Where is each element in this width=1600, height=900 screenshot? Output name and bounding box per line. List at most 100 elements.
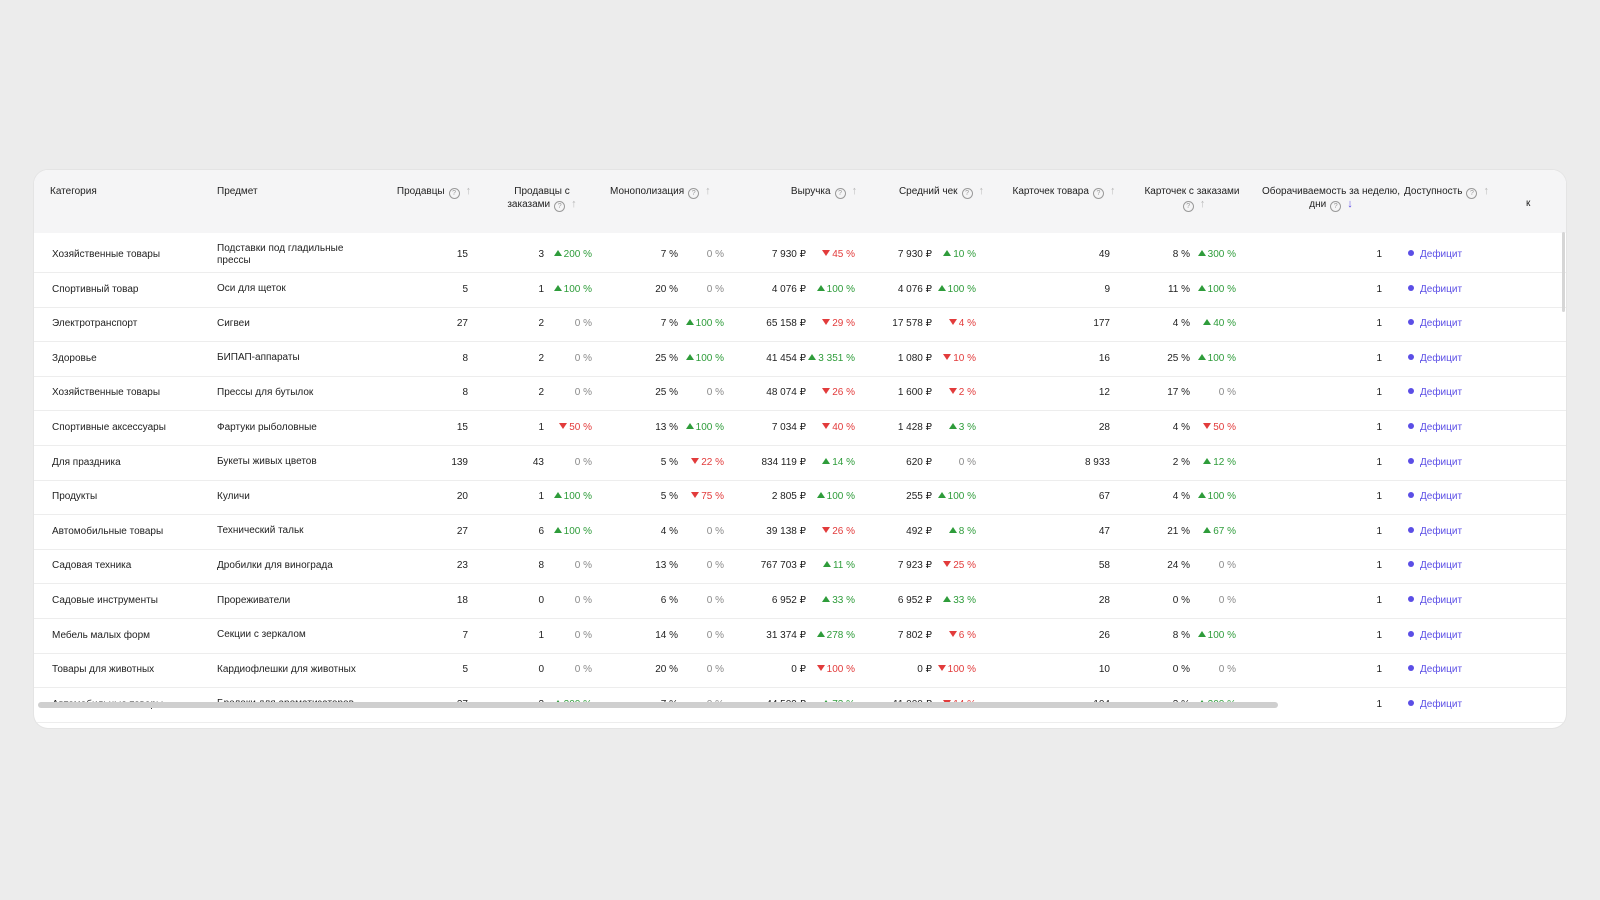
chk_d-delta: 100 % bbox=[934, 479, 976, 514]
sort-desc-icon[interactable]: ↓ bbox=[1347, 198, 1353, 210]
sort-asc-icon[interactable]: ↑ bbox=[978, 185, 985, 197]
help-icon[interactable]: ? bbox=[834, 188, 846, 199]
turnover-cell: 1 bbox=[1376, 249, 1382, 260]
availability-cell[interactable]: Дефицит bbox=[1408, 479, 1508, 514]
co_d-delta-text: 0 % bbox=[1218, 664, 1236, 676]
rev-value: 0 ₽ bbox=[791, 664, 806, 676]
chk-value: 7 923 ₽ bbox=[897, 560, 932, 572]
table-row[interactable]: Для праздника Букеты живых цветов 139 43 0 %… bbox=[34, 445, 1566, 481]
table-row[interactable]: Спортивный товар Оси для щеток 5 1 100 % 20 %… bbox=[34, 272, 1566, 308]
chk_d-delta-text: 0 % bbox=[958, 456, 976, 468]
availability-label: Дефицит bbox=[1420, 629, 1463, 641]
availability-cell[interactable]: Дефицит bbox=[1408, 410, 1508, 445]
chk-value: 1 600 ₽ bbox=[897, 387, 932, 399]
vertical-scrollbar[interactable] bbox=[1562, 232, 1565, 312]
table-row[interactable]: Хозяйственные товары Подставки под гладил… bbox=[34, 237, 1566, 273]
column-header-cards_orders[interactable]: Карточек с заказами? ↑ bbox=[1142, 185, 1242, 212]
co_d-delta: 0 % bbox=[1192, 652, 1236, 687]
chk_d-delta-text: 2 % bbox=[958, 387, 976, 399]
co-value: 25 % bbox=[1167, 352, 1190, 364]
column-header-availability[interactable]: Доступность? ↑ bbox=[1404, 185, 1514, 199]
table-row[interactable]: Хозяйственные товары Прессы для бутылок 8 2… bbox=[34, 375, 1566, 412]
status-dot-icon bbox=[1408, 353, 1414, 360]
table-row[interactable]: Товары для животных Кардиофлешки для живо… bbox=[34, 652, 1566, 689]
turnover-cell: 1 bbox=[1376, 491, 1382, 503]
availability-cell[interactable]: Дефицит bbox=[1408, 237, 1508, 272]
help-icon[interactable]: ? bbox=[554, 201, 566, 212]
mono_d-delta: 0 % bbox=[680, 583, 724, 618]
availability-cell[interactable]: Дефицит bbox=[1408, 306, 1508, 341]
column-header-category[interactable]: Категория bbox=[50, 185, 200, 198]
co-value: 17 % bbox=[1167, 387, 1190, 399]
chk-value: 17 578 ₽ bbox=[892, 318, 932, 330]
table-row[interactable]: Садовая техника Дробилки для винограда 23 8… bbox=[34, 548, 1566, 585]
sort-asc-icon[interactable]: ↑ bbox=[571, 198, 577, 210]
help-icon[interactable]: ? bbox=[688, 188, 700, 199]
column-header-cards[interactable]: Карточек товара? ↑ bbox=[994, 185, 1134, 199]
availability-cell[interactable]: Дефицит bbox=[1408, 583, 1508, 618]
co_d-delta: 300 % bbox=[1192, 237, 1236, 272]
availability-cell[interactable]: Дефицит bbox=[1408, 652, 1508, 687]
table-row[interactable]: Здоровье БИПАП-аппараты 8 2 0 % 25 % 100 % 41 4… bbox=[34, 341, 1566, 377]
sort-asc-icon[interactable]: ↑ bbox=[1199, 198, 1206, 210]
availability-cell[interactable]: Дефицит bbox=[1408, 514, 1508, 549]
availability-cell[interactable]: Дефицит bbox=[1408, 375, 1508, 410]
co_d-delta: 0 % bbox=[1192, 583, 1236, 618]
table-row[interactable]: Автомобильные товары Технический тальк 27 6… bbox=[34, 514, 1566, 550]
help-icon[interactable]: ? bbox=[1092, 188, 1104, 199]
rev-value: 65 158 ₽ bbox=[766, 318, 806, 330]
table-row[interactable]: Продукты Куличи 20 1 100 % 5 % 75 % 2 805 ₽ 100 … bbox=[34, 479, 1566, 516]
horizontal-scrollbar[interactable] bbox=[38, 702, 1278, 708]
co_d-delta-text: 0 % bbox=[1218, 387, 1236, 399]
column-header-sellers_orders[interactable]: Продавцы с заказами? ↑ bbox=[492, 185, 592, 212]
rev_d-delta: 100 % bbox=[808, 479, 855, 514]
availability-cell[interactable]: Дефицит bbox=[1408, 687, 1508, 722]
availability-cell[interactable]: Дефицит bbox=[1408, 618, 1508, 653]
availability-cell[interactable]: Дефицит bbox=[1408, 548, 1508, 583]
mono_d-delta-text: 100 % bbox=[695, 318, 724, 330]
chk_d-delta-text: 100 % bbox=[947, 283, 976, 295]
trend-down-icon bbox=[1203, 423, 1212, 429]
table-row[interactable]: Спортивные аксессуары Фартуки рыболовные 1… bbox=[34, 410, 1566, 446]
help-icon[interactable]: ? bbox=[448, 188, 460, 199]
so-value: 2 bbox=[538, 387, 544, 399]
table-row[interactable]: Мебель малых форм Секции с зеркалом 7 1 0 % 1… bbox=[34, 618, 1566, 654]
sort-asc-icon[interactable]: ↑ bbox=[1109, 185, 1116, 197]
trend-up-icon bbox=[553, 492, 562, 499]
availability-cell[interactable]: Дефицит bbox=[1408, 445, 1508, 480]
help-icon[interactable]: ? bbox=[1182, 201, 1194, 212]
category-cell: Спортивный товар bbox=[52, 283, 139, 295]
column-header-sellers[interactable]: Продавцы? ↑ bbox=[384, 185, 484, 199]
chk-value: 492 ₽ bbox=[906, 525, 932, 537]
table-row[interactable]: Электротранспорт Сигвеи 27 2 0 % 7 % 100 % 65 1… bbox=[34, 306, 1566, 343]
sort-asc-icon[interactable]: ↑ bbox=[705, 185, 711, 197]
so_d-delta-text: 100 % bbox=[563, 283, 592, 295]
rev-value: 7 930 ₽ bbox=[771, 249, 806, 260]
column-header-revenue[interactable]: Выручка? ↑ bbox=[769, 185, 879, 199]
help-icon[interactable]: ? bbox=[961, 188, 973, 199]
co-value: 8 % bbox=[1172, 249, 1190, 260]
trend-up-icon bbox=[937, 492, 946, 499]
sort-asc-icon[interactable]: ↑ bbox=[1483, 185, 1489, 197]
help-icon[interactable]: ? bbox=[1466, 188, 1478, 199]
sort-asc-icon[interactable]: ↑ bbox=[465, 185, 472, 197]
column-header-avg_check[interactable]: Средний чек? ↑ bbox=[874, 185, 1009, 199]
co_d-delta: 100 % bbox=[1192, 618, 1236, 653]
availability-cell[interactable]: Дефицит bbox=[1408, 341, 1508, 376]
subject-cell: Фартуки рыболовные bbox=[217, 421, 317, 433]
column-header-subject[interactable]: Предмет bbox=[217, 185, 367, 198]
co_d-delta: 100 % bbox=[1192, 272, 1236, 307]
trend-up-icon bbox=[553, 526, 562, 533]
availability-cell[interactable]: Дефицит bbox=[1408, 272, 1508, 307]
rev_d-delta-text: 100 % bbox=[826, 664, 855, 676]
table-row[interactable]: Садовые инструменты Прореживатели 18 0 0 % 6 … bbox=[34, 583, 1566, 619]
mono_d-delta-text: 0 % bbox=[706, 595, 724, 606]
sort-asc-icon[interactable]: ↑ bbox=[851, 185, 858, 197]
mono-value: 4 % bbox=[660, 525, 678, 537]
column-header-monopoly[interactable]: Монополизация? ↑ bbox=[610, 185, 735, 199]
rev-value: 6 952 ₽ bbox=[771, 595, 806, 606]
rev_d-delta: 3 351 % bbox=[808, 341, 855, 376]
column-header-turnover[interactable]: Оборачиваемость за неделю, дни? ↓ bbox=[1256, 185, 1406, 212]
trend-up-icon bbox=[1197, 284, 1206, 291]
help-icon[interactable]: ? bbox=[1330, 201, 1342, 212]
